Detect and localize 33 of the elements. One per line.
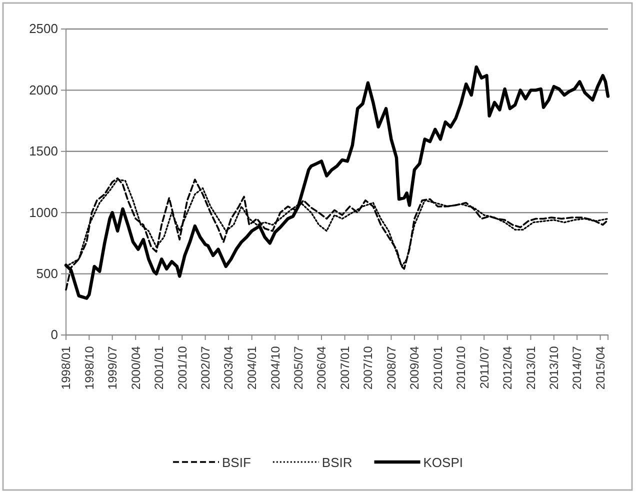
x-tick-label: 1999/07 xyxy=(106,346,120,390)
x-tick-label: 2011/07 xyxy=(477,346,492,389)
x-tick-label: 2003/04 xyxy=(222,346,236,390)
x-tick-label: 2002/07 xyxy=(198,346,212,390)
x-tick-label: 1998/01 xyxy=(59,346,74,390)
x-tick-label: 2004/01 xyxy=(245,346,260,390)
x-tick-label: 2009/04 xyxy=(408,346,422,390)
y-tick-label: 500 xyxy=(36,266,58,281)
x-tick-label: 2010/01 xyxy=(430,346,445,390)
x-tick-label: 2008/07 xyxy=(384,346,398,390)
x-tick-label: 2005/07 xyxy=(291,346,306,390)
x-tick-label: 2001/10 xyxy=(175,346,190,390)
x-tick-label: 2001/01 xyxy=(152,346,166,390)
legend-label: BSIF xyxy=(222,455,251,470)
y-tick-label: 2000 xyxy=(29,82,58,98)
x-tick-label: 2013/01 xyxy=(524,346,538,390)
x-tick-label: 2010/10 xyxy=(454,346,468,390)
y-tick-label: 1500 xyxy=(29,144,58,159)
legend-label: BSIR xyxy=(322,455,352,470)
legend-label: KOSPI xyxy=(423,455,463,470)
x-tick-label: 2014/07 xyxy=(570,346,584,390)
x-tick-label: 2007/10 xyxy=(361,346,376,390)
y-tick-label: 2500 xyxy=(29,21,58,36)
x-tick-label: 1998/10 xyxy=(82,346,96,390)
x-tick-label: 2006/04 xyxy=(314,346,329,390)
y-tick-label: 1000 xyxy=(29,204,58,220)
x-tick-label: 2013/10 xyxy=(547,346,562,390)
x-tick-label: 2015/04 xyxy=(593,346,608,390)
x-tick-label: 2004/10 xyxy=(268,346,282,390)
x-tick-label: 2000/04 xyxy=(128,346,143,390)
x-tick-label: 2012/04 xyxy=(500,346,515,390)
x-tick-label: 2007/01 xyxy=(338,346,352,390)
y-tick-label: 0 xyxy=(50,327,58,342)
